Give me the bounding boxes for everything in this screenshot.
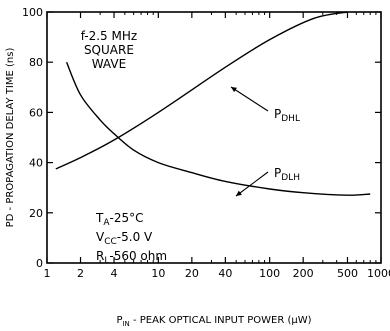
series-label-pdlh: PDLH	[274, 166, 300, 183]
y-tick-label: 60	[29, 106, 43, 119]
x-axis-title: PIN - PEAK OPTICAL INPUT POWER (μW)	[116, 315, 311, 328]
axis-tick-labels: 0 20 40 60 80 100 1 2 4 10 20 40 100 200 500 1000	[22, 6, 390, 280]
condition-rl: RL-560 ohm	[96, 249, 167, 266]
series-label-pdhl: PDHL	[274, 107, 300, 124]
x-tick-label: 500	[337, 267, 358, 280]
y-tick-label: 100	[22, 6, 43, 19]
x-tick-label: 1000	[367, 267, 390, 280]
x-tick-label: 200	[293, 267, 314, 280]
x-tick-label: 20	[185, 267, 199, 280]
x-tick-label: 100	[259, 267, 280, 280]
series-layer	[55, 11, 371, 196]
condition-line: SQUARE	[84, 43, 134, 57]
pdhl-leader-arrow-head	[231, 87, 237, 93]
pdhl-leader-arrow	[230, 86, 269, 112]
y-tick-label: 0	[36, 257, 43, 270]
x-tick-label: 2	[77, 267, 84, 280]
x-tick-label: 40	[218, 267, 232, 280]
y-tick-label: 80	[29, 56, 43, 69]
series-pdlh-line	[65, 61, 371, 196]
condition-vcc: VCC-5.0 V	[96, 230, 153, 247]
x-tick-label: 1	[44, 267, 51, 280]
x-axis-label: PIN - PEAK OPTICAL INPUT POWER (μW)	[116, 315, 311, 328]
x-tick-label: 4	[111, 267, 118, 280]
x-tick-label: 10	[151, 267, 165, 280]
y-axis-title: PD - PROPAGATION DELAY TIME (ns)	[5, 48, 16, 228]
plot-frame	[46, 11, 382, 264]
condition-line: WAVE	[92, 57, 126, 71]
series-pdhl-line	[55, 11, 348, 170]
pdlh-leader-arrow	[235, 171, 269, 197]
pdlh-leader-arrow-head	[236, 190, 242, 196]
y-tick-label: 40	[29, 157, 43, 170]
condition-line: f-2.5 MHz	[81, 29, 137, 43]
y-axis-label: PD - PROPAGATION DELAY TIME (ns)	[5, 48, 16, 228]
y-tick-label: 20	[29, 207, 43, 220]
condition-ta: TA-25°C	[95, 211, 144, 228]
